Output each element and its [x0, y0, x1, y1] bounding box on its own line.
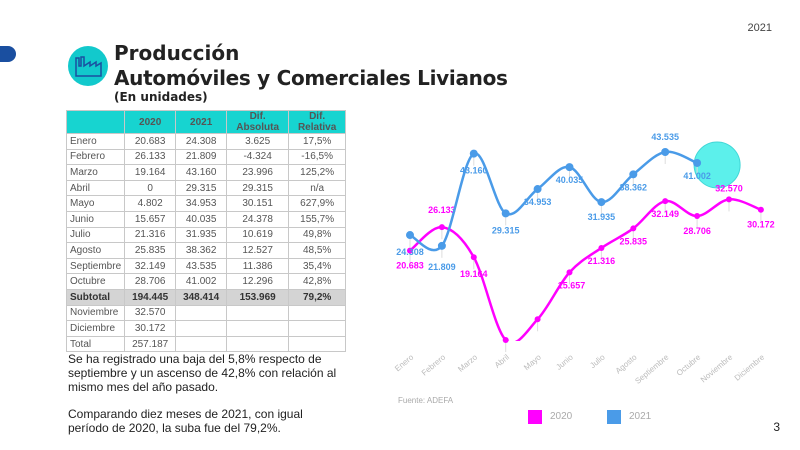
table-row: Enero 20.683 24.308 3.625 17,5%: [65, 133, 347, 150]
page-title-line2: Automóviles y Comerciales Livianos: [114, 66, 508, 90]
data-point-2021: [565, 163, 574, 172]
comparison-paragraph: Comparando diez meses de 2021, con igual…: [68, 407, 303, 435]
data-point-2021: [501, 209, 510, 218]
data-point-2020: [757, 206, 764, 213]
legend-swatch-2021: [607, 410, 621, 424]
data-label: 34.953: [524, 197, 552, 207]
data-point-2020: [566, 269, 573, 276]
data-point-2021: [469, 149, 478, 158]
data-point-2020: [598, 244, 605, 251]
data-point-2020: [502, 337, 509, 343]
data-label: 21.316: [588, 256, 616, 266]
table-cell: 257.187: [124, 335, 177, 353]
data-point-2020: [534, 316, 541, 323]
data-label: 26.133: [428, 205, 456, 215]
data-point-2020: [662, 198, 669, 205]
legend-label-2020: 2020: [550, 411, 573, 422]
table-cell: 194.445: [124, 288, 177, 306]
data-point-2021: [597, 198, 606, 207]
column-header: [65, 110, 126, 134]
data-point-2020: [438, 224, 445, 231]
table-cell: Subtotal: [65, 288, 126, 306]
x-tick-label: Diciembre: [733, 352, 767, 382]
data-point-2021: [693, 158, 702, 167]
data-label: 29.315: [492, 225, 520, 235]
data-label: 21.809: [428, 262, 456, 272]
data-label: 20.683: [396, 261, 424, 271]
data-label: 38.362: [620, 182, 648, 192]
data-point-2020: [630, 225, 637, 232]
series-line-2021: [409, 150, 698, 252]
factory-icon: [68, 46, 108, 86]
column-header: Dif. Absoluta: [226, 110, 290, 134]
summary-paragraph: Se ha registrado una baja del 5,8% respe…: [68, 352, 337, 394]
table-row: Subtotal 194.445 348.414 153.969 79,2%: [65, 288, 347, 306]
year-label: 2021: [747, 22, 772, 34]
column-header: Dif. Relativa: [288, 110, 347, 134]
table-row: Agosto 25.835 38.362 12.527 48,5%: [65, 242, 347, 259]
data-label: 43.160: [460, 166, 488, 176]
table-row: Diciembre 30.172: [65, 320, 347, 337]
x-tick-label: Enero: [393, 352, 416, 373]
table-cell: 17,5%: [288, 133, 347, 150]
data-point-2021: [406, 231, 414, 240]
source-note: Fuente: ADEFA: [398, 396, 454, 405]
table-cell: 348.414: [175, 288, 228, 306]
legend-swatch-2020: [528, 410, 542, 424]
table-row: Junio 15.657 40.035 24.378 155,7%: [65, 210, 347, 228]
data-label: 24.308: [396, 247, 424, 257]
data-label: 32.570: [715, 183, 743, 193]
data-point-2020: [694, 213, 701, 220]
production-table: 2020 2021 Dif. Absoluta Dif. Relativa Enero 2…: [65, 110, 347, 353]
x-tick-label: Marzo: [456, 352, 479, 374]
x-tick-label: Agosto: [614, 352, 639, 375]
data-point-2021: [533, 185, 542, 194]
table-cell: 153.969: [226, 288, 290, 306]
table-cell: 79,2%: [288, 288, 347, 306]
nav-tab[interactable]: [0, 46, 16, 62]
data-label: 41.002: [683, 171, 711, 181]
x-tick-label: Junio: [554, 352, 575, 372]
page-number: 3: [773, 420, 780, 434]
column-header: 2021: [175, 110, 228, 134]
legend-label-2021: 2021: [629, 411, 652, 422]
table-cell: [288, 335, 347, 353]
data-label: 32.149: [651, 209, 679, 219]
x-tick-label: Mayo: [522, 352, 543, 372]
data-label: 43.535: [651, 132, 679, 142]
data-label: 19.164: [460, 269, 488, 279]
table-cell: Total: [65, 335, 126, 353]
x-tick-label: Octubre: [675, 352, 703, 378]
data-label: 30.172: [747, 220, 775, 230]
table-row: Noviembre 32.570: [65, 304, 347, 322]
data-point-2020: [407, 247, 413, 254]
data-label: 28.706: [683, 226, 711, 236]
x-tick-label: Abril: [493, 353, 511, 370]
table-row: Total 257.187: [65, 335, 347, 353]
data-label: 25.835: [620, 236, 648, 246]
table-row: Mayo 4.802 34.953 30.151 627,9%: [65, 195, 347, 212]
highlight-circle: [693, 141, 741, 189]
data-point-2020: [470, 254, 477, 261]
data-point-2021: [629, 170, 638, 179]
column-header: 2020: [124, 110, 177, 134]
data-point-2021: [437, 241, 446, 250]
page-subtitle: (En unidades): [114, 90, 208, 104]
data-label: 31.935: [588, 212, 616, 222]
table-row: Septiembre 32.149 43.535 11.386 35,4%: [65, 257, 347, 275]
data-point-2020: [726, 196, 732, 203]
page-title: Producción: [114, 41, 240, 65]
data-label: 15.657: [558, 280, 586, 290]
data-point-2021: [661, 148, 670, 156]
table-row: Abril 0 29.315 29.315 n/a: [65, 179, 347, 197]
x-tick-label: Noviembre: [699, 352, 735, 384]
x-tick-label: Febrero: [420, 352, 448, 377]
x-tick-label: Septiembre: [633, 352, 671, 386]
data-label: 40.035: [556, 175, 584, 185]
x-tick-label: Julio: [588, 352, 607, 370]
